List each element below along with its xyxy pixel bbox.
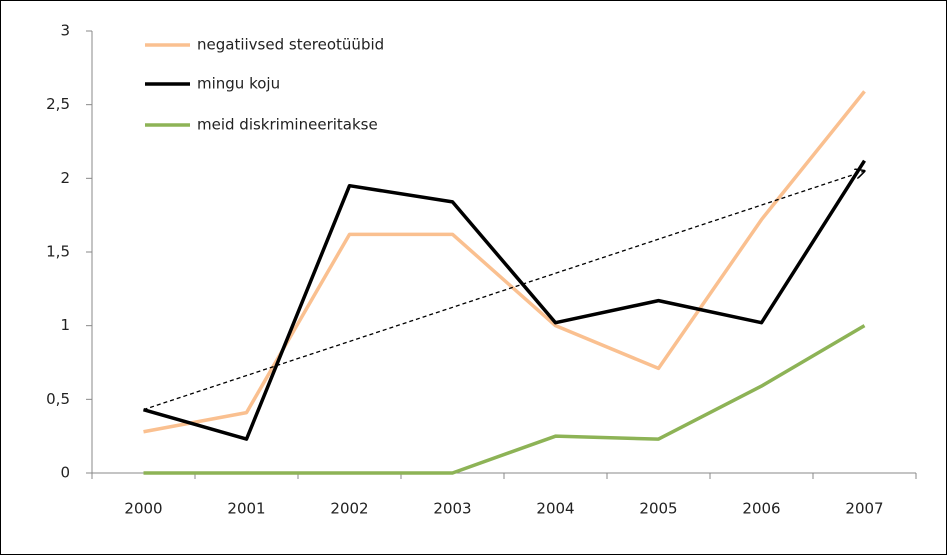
x-tick-label: 2002	[330, 500, 368, 518]
x-tick-label: 2001	[227, 500, 265, 518]
x-tick-label: 2000	[124, 500, 162, 518]
x-tick-label: 2005	[639, 500, 677, 518]
trendline	[143, 171, 865, 411]
y-tick-label: 0,5	[46, 390, 70, 408]
legend-label: negatiivsed stereotüübid	[197, 36, 384, 54]
series-line	[143, 159, 866, 441]
legend-label: mingu koju	[197, 75, 280, 93]
x-tick-label: 2006	[742, 500, 780, 518]
x-tick-label: 2004	[536, 500, 574, 518]
x-tick-label: 2007	[845, 500, 883, 518]
y-tick-label: 2,5	[46, 95, 70, 113]
y-tick-label: 1,5	[46, 243, 70, 261]
y-tick-label: 2	[60, 169, 70, 187]
y-tick-label: 1	[60, 316, 70, 334]
series-line	[143, 324, 866, 475]
legend-label: meid diskrimineeritakse	[197, 116, 378, 134]
x-tick-label: 2003	[433, 500, 471, 518]
y-tick-label: 3	[60, 22, 70, 40]
y-tick-label: 0	[60, 464, 70, 482]
series-line	[143, 90, 866, 434]
